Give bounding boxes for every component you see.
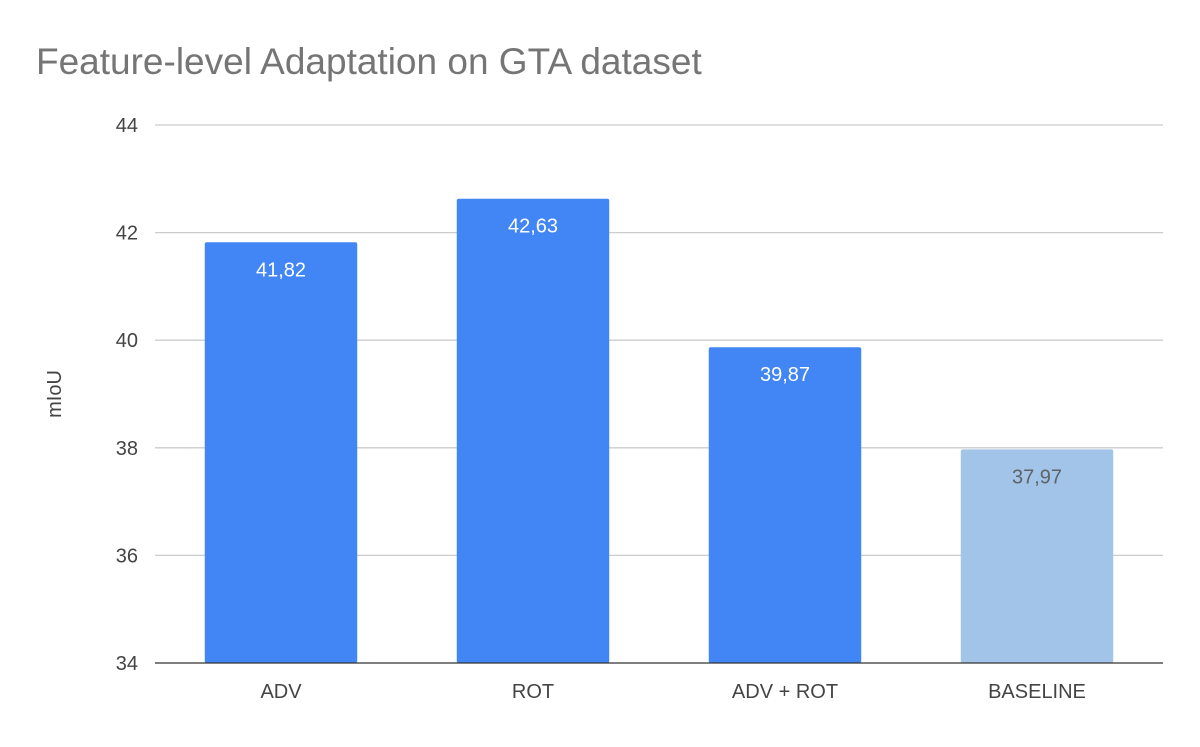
x-category-label: BASELINE	[988, 681, 1086, 703]
y-axis-title: mIoU	[44, 370, 66, 418]
bar	[960, 449, 1114, 663]
x-category-label: ROT	[512, 681, 554, 703]
y-tick-labels: 34 36 38 40 42 44	[116, 115, 138, 675]
bar	[456, 198, 610, 663]
data-label: 41,82	[256, 259, 306, 281]
bar	[204, 242, 358, 663]
y-tick-label: 40	[116, 330, 138, 352]
y-tick-label: 42	[116, 223, 138, 245]
bars	[204, 198, 1114, 663]
y-tick-label: 38	[116, 438, 138, 460]
data-label: 42,63	[508, 216, 558, 238]
y-tick-label: 36	[116, 545, 138, 567]
x-category-label: ADV + ROT	[732, 681, 838, 703]
x-category-labels: ADV ROT ADV + ROT BASELINE	[260, 681, 1085, 703]
chart-title: Feature-level Adaptation on GTA dataset	[36, 41, 702, 82]
data-labels: 41,82 42,63 39,87 37,97	[256, 216, 1062, 489]
x-category-label: ADV	[260, 681, 302, 703]
y-tick-label: 44	[116, 115, 138, 137]
y-tick-label: 34	[116, 653, 138, 675]
data-label: 39,87	[760, 364, 810, 386]
bar	[708, 347, 862, 663]
data-label: 37,97	[1012, 466, 1062, 488]
